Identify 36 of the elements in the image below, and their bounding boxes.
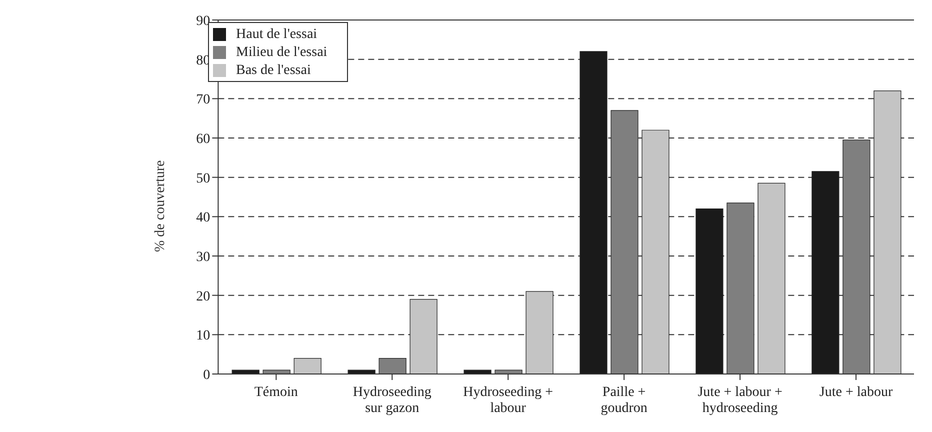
bar xyxy=(232,370,260,374)
bar xyxy=(294,358,322,374)
y-tick-label: 10 xyxy=(196,328,210,344)
bar xyxy=(642,130,670,374)
x-tick-label: Paille + goudron xyxy=(600,385,648,416)
bar xyxy=(610,110,638,374)
bar xyxy=(580,51,608,374)
y-axis-title: % de couverture xyxy=(153,160,168,252)
bar xyxy=(410,298,438,374)
legend-label: Haut de l'essai xyxy=(236,27,318,42)
bar xyxy=(874,90,902,374)
y-tick-label: 0 xyxy=(203,368,210,383)
bar xyxy=(526,291,554,374)
y-tick-label: 40 xyxy=(196,210,210,226)
bar xyxy=(464,370,492,374)
x-tick-label: Hydroseeding sur gazon xyxy=(352,385,432,416)
bar xyxy=(494,370,522,374)
bar xyxy=(842,140,870,374)
y-tick-label: 50 xyxy=(196,171,210,186)
y-tick-label: 70 xyxy=(196,92,210,108)
y-tick-label: 20 xyxy=(196,289,210,304)
bar xyxy=(812,171,840,374)
y-tick-label: 30 xyxy=(196,250,210,265)
bar xyxy=(696,208,724,374)
x-tick-label: Jute + labour + hydroseeding xyxy=(698,385,782,416)
x-tick-label: Hydroseeding + labour xyxy=(463,385,554,416)
x-tick-label: Témoin xyxy=(254,385,298,400)
bar xyxy=(378,358,406,374)
y-tick-label: 60 xyxy=(196,132,210,147)
legend-label: Bas de l'essai xyxy=(236,63,311,78)
bar xyxy=(758,182,786,374)
bar xyxy=(726,202,754,374)
bar xyxy=(262,370,290,374)
legend-label: Milieu de l'essai xyxy=(236,45,328,60)
x-tick-label: Jute + labour xyxy=(819,385,893,400)
bar xyxy=(348,370,376,374)
